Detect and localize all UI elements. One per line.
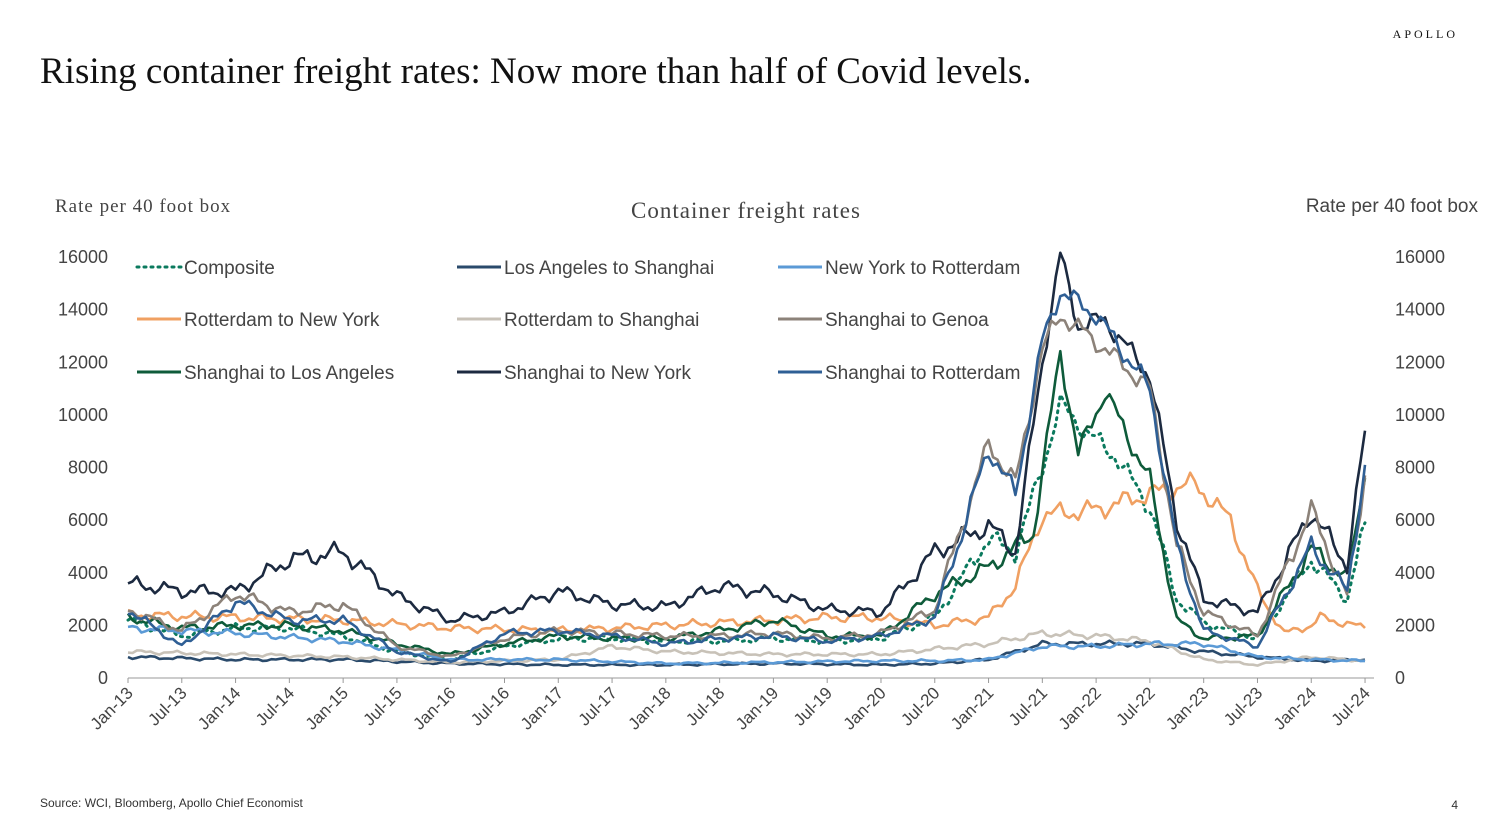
- y-tick-label-right: 6000: [1395, 510, 1435, 530]
- series-line-shanghai-to-new-york: [127, 251, 1367, 624]
- x-tick-label: Jan-21: [947, 683, 997, 733]
- legend-label: New York to Rotterdam: [825, 258, 1020, 279]
- chart-title: Container freight rates: [631, 198, 861, 223]
- y-tick-label-right: 16000: [1395, 247, 1445, 267]
- legend-label: Shanghai to Rotterdam: [825, 363, 1020, 384]
- x-tick-label: Jan-22: [1055, 683, 1105, 733]
- x-tick-label: Jan-19: [732, 683, 782, 733]
- legend-label: Shanghai to Genoa: [825, 310, 989, 331]
- right-axis-title: Rate per 40 foot box: [1306, 196, 1479, 217]
- x-tick-label: Jul-17: [575, 683, 621, 729]
- x-tick-label: Jul-19: [790, 683, 836, 729]
- y-tick-label-left: 16000: [58, 247, 108, 267]
- y-tick-label-left: 8000: [68, 458, 108, 478]
- x-tick-label: Jan-20: [840, 683, 890, 733]
- x-tick-label: Jul-16: [467, 683, 513, 729]
- x-tick-label: Jan-14: [194, 683, 244, 733]
- series-line-new-york-to-rotterdam: [127, 624, 1366, 666]
- x-tick-label: Jan-16: [409, 683, 459, 733]
- legend-label: Composite: [184, 258, 275, 279]
- series-line-shanghai-to-los-angeles: [126, 349, 1367, 656]
- slide-title: Rising container freight rates: Now more…: [40, 51, 1032, 92]
- y-tick-label-right: 4000: [1395, 563, 1435, 583]
- y-tick-label-right: 14000: [1395, 300, 1445, 320]
- legend-label: Shanghai to New York: [504, 363, 691, 384]
- y-tick-label-left: 12000: [58, 352, 108, 372]
- series-line-composite: [126, 393, 1367, 663]
- y-tick-label-left: 6000: [68, 510, 108, 530]
- x-tick-label: Jul-20: [897, 683, 943, 729]
- x-tick-label: Jan-15: [302, 683, 352, 733]
- source-note: Source: WCI, Bloomberg, Apollo Chief Eco…: [40, 796, 303, 810]
- y-tick-label-left: 10000: [58, 405, 108, 425]
- x-tick-label: Jul-22: [1113, 683, 1159, 729]
- x-tick-label: Jul-24: [1328, 683, 1374, 729]
- series-line-shanghai-to-rotterdam: [127, 289, 1367, 664]
- left-axis-title: Rate per 40 foot box: [55, 196, 231, 217]
- y-tick-label-right: 2000: [1395, 615, 1435, 635]
- legend-label: Los Angeles to Shanghai: [504, 258, 714, 279]
- legend-label: Shanghai to Los Angeles: [184, 363, 394, 384]
- y-tick-label-left: 0: [98, 668, 108, 688]
- x-tick-label: Jul-14: [252, 683, 298, 729]
- y-tick-label-left: 14000: [58, 300, 108, 320]
- page-number: 4: [1451, 798, 1458, 812]
- x-tick-label: Jan-23: [1162, 683, 1212, 733]
- legend-label: Rotterdam to New York: [184, 310, 380, 331]
- series-line-rotterdam-to-new-york: [127, 471, 1366, 635]
- x-tick-label: Jan-18: [624, 683, 674, 733]
- x-tick-label: Jan-13: [87, 683, 137, 733]
- y-tick-label-right: 0: [1395, 668, 1405, 688]
- x-tick-label: Jan-17: [517, 683, 567, 733]
- legend-label: Rotterdam to Shanghai: [504, 310, 699, 331]
- y-tick-label-left: 2000: [68, 615, 108, 635]
- x-tick-label: Jul-21: [1005, 683, 1051, 729]
- brand-logo-text: APOLLO: [1392, 27, 1458, 41]
- y-tick-label-right: 8000: [1395, 458, 1435, 478]
- x-tick-label: Jul-13: [144, 683, 190, 729]
- series-line-rotterdam-to-shanghai: [127, 629, 1366, 667]
- x-tick-label: Jul-18: [682, 683, 728, 729]
- x-tick-label: Jul-23: [1220, 683, 1266, 729]
- y-tick-label-left: 4000: [68, 563, 108, 583]
- x-tick-label: Jul-15: [360, 683, 406, 729]
- x-tick-label: Jan-24: [1270, 683, 1320, 733]
- y-tick-label-right: 10000: [1395, 405, 1445, 425]
- y-tick-label-right: 12000: [1395, 352, 1445, 372]
